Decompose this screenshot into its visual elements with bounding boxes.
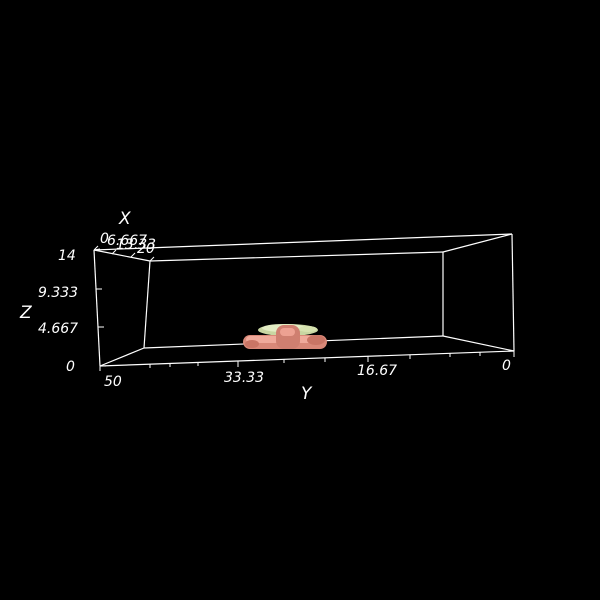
y-axis-ticks: [99, 351, 515, 371]
box-edge: [511, 233, 515, 352]
salmon-isosurface: [243, 325, 327, 349]
box-edge: [93, 233, 513, 251]
z-tick-label: 9.333: [38, 285, 78, 301]
y-tick-label: 33.33: [224, 370, 264, 386]
box-edge: [442, 233, 513, 253]
box-edge: [442, 335, 515, 352]
box-edge: [143, 260, 151, 349]
y-tick-label: 16.67: [357, 363, 397, 379]
y-tick-label: 0: [502, 358, 511, 374]
box-edge: [93, 249, 151, 262]
box-edge: [99, 350, 515, 367]
x-axis-ticks: [93, 245, 155, 262]
z-tick-label: 14: [58, 248, 76, 264]
box-edge: [149, 251, 444, 262]
z-tick-label: 4.667: [38, 321, 78, 337]
x-tick: [93, 245, 99, 251]
x-tick-label: 20: [137, 241, 155, 257]
x-tick-label: 6.667: [107, 233, 147, 249]
z-tick: [93, 248, 101, 251]
x-tick-label: 13.33: [116, 237, 156, 253]
z-axis-title: Z: [19, 303, 32, 323]
z-axis-ticks: [93, 248, 106, 367]
y-tick-label: 50: [104, 374, 122, 390]
y-axis-title: Y: [301, 384, 313, 404]
z-tick-label: 0: [66, 359, 75, 375]
box-edge: [93, 249, 101, 367]
x-tick: [149, 256, 155, 262]
x-tick: [111, 249, 117, 255]
x-tick-label: 0: [100, 231, 109, 247]
x-axis-title: X: [118, 209, 131, 229]
bounding-box: [93, 233, 515, 367]
box-edge: [99, 347, 145, 367]
x-tick: [130, 252, 136, 258]
isosurfaces: [243, 324, 327, 349]
